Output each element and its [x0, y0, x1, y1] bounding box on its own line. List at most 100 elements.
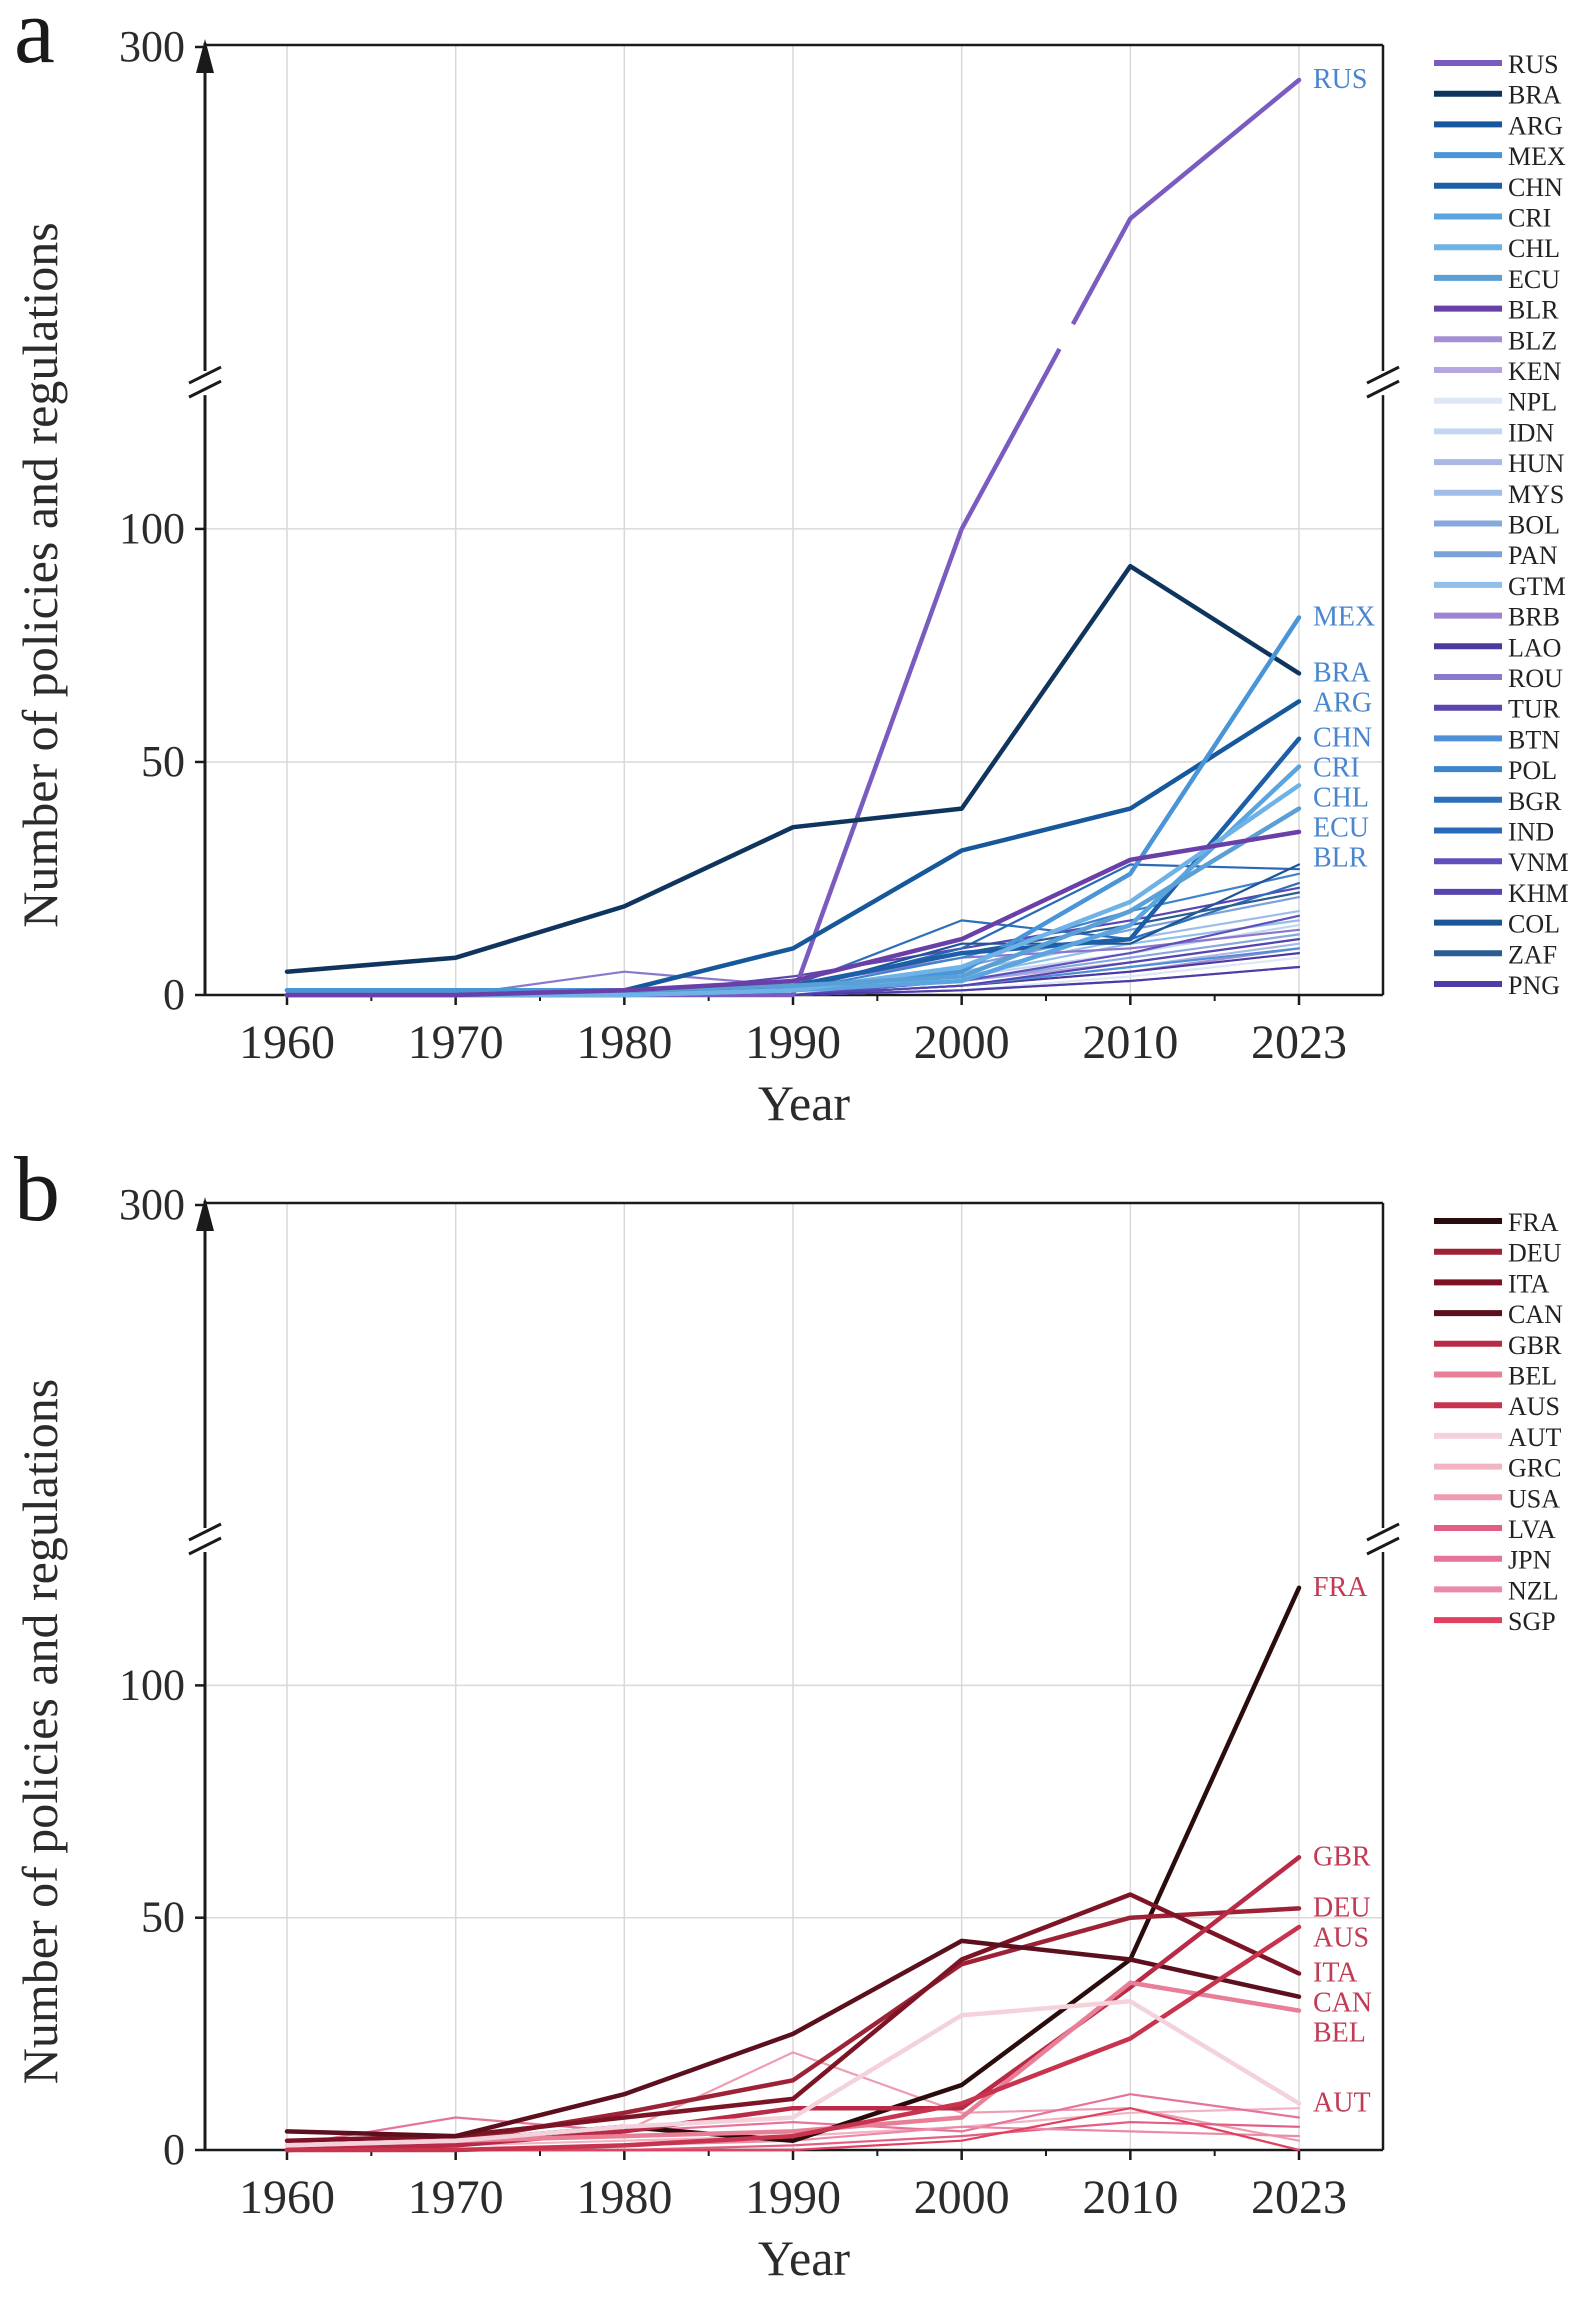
legend-label: BTN: [1508, 725, 1560, 754]
axis-break-mark: [1366, 379, 1400, 399]
axis-break-mark: [1366, 365, 1400, 385]
x-tick-label: 1990: [745, 1016, 841, 1069]
legend-label: ROU: [1508, 664, 1563, 693]
axis-break-mark: [188, 365, 222, 385]
series-line-gap: [1055, 321, 1077, 352]
x-tick-label: 1990: [745, 2171, 841, 2224]
legend-label: CRI: [1508, 204, 1551, 233]
legend-label: DEU: [1508, 1239, 1562, 1268]
legend-label: RUS: [1508, 50, 1559, 79]
legend-label: IDN: [1508, 418, 1554, 447]
legend-label: VNM: [1508, 848, 1569, 877]
series-end-label: CHL: [1313, 783, 1369, 814]
series-lines: [284, 1585, 1302, 2153]
y-tick-label: 100: [119, 504, 185, 553]
legend-label: ECU: [1508, 265, 1560, 294]
legend-label: TUR: [1508, 695, 1561, 724]
series-end-label: BRA: [1313, 657, 1371, 688]
legend-label: NZL: [1508, 1576, 1559, 1605]
axis-break-mark: [188, 1536, 222, 1556]
y-tick-label: 50: [141, 737, 185, 786]
legend-label: BOL: [1508, 511, 1560, 540]
legend-label: POL: [1508, 756, 1557, 785]
legend-label: MYS: [1508, 480, 1564, 509]
series-line-aus: [284, 1924, 1302, 2153]
series-end-label: AUT: [1313, 2088, 1371, 2119]
x-tick-label: 2000: [914, 2171, 1010, 2224]
legend-label: BLZ: [1508, 326, 1557, 355]
series-lines: [284, 77, 1302, 998]
x-tick-label: 2023: [1251, 2171, 1347, 2224]
grid-lines: [205, 45, 1383, 995]
legend-label: FRA: [1508, 1208, 1559, 1237]
legend-label: CAN: [1508, 1300, 1563, 1329]
x-tick-label: 1980: [576, 1016, 672, 1069]
legend-label: NPL: [1508, 388, 1557, 417]
legend-label: GBR: [1508, 1331, 1562, 1360]
legend-label: SGP: [1508, 1607, 1556, 1636]
legend-label: IND: [1508, 818, 1554, 847]
axis-break-mark: [188, 379, 222, 399]
legend-label: ARG: [1508, 111, 1563, 140]
x-tick-label: 2010: [1082, 2171, 1178, 2224]
series-line-bra: [284, 563, 1302, 974]
legend-label: GRC: [1508, 1454, 1561, 1483]
axis-break-right-icon: [1366, 365, 1400, 399]
x-tick-label: 1970: [408, 2171, 504, 2224]
series-end-label: BEL: [1313, 2017, 1366, 2048]
series-line-jpn: [285, 2093, 1301, 2147]
x-tick-label: 1960: [239, 2171, 335, 2224]
legend-label: BRB: [1508, 603, 1560, 632]
series-end-label: FRA: [1313, 1572, 1368, 1603]
series-end-label: CHN: [1313, 723, 1372, 754]
legend-label: CHL: [1508, 234, 1560, 263]
series-end-label: BLR: [1313, 843, 1368, 874]
series-end-label: AUS: [1313, 1922, 1369, 1953]
series-line-can: [284, 1938, 1302, 2139]
panel-label: b: [14, 1138, 60, 1240]
legend-label: LAO: [1508, 633, 1561, 662]
series-line-gbr: [284, 1855, 1302, 2153]
legend-label: GTM: [1508, 572, 1566, 601]
y-tick-label: 100: [119, 1660, 185, 1709]
x-axis-label: Year: [758, 2230, 850, 2286]
legend-label: ITA: [1508, 1269, 1549, 1298]
legend-label: COL: [1508, 910, 1560, 939]
grid-lines: [205, 1203, 1383, 2150]
series-end-label: RUS: [1313, 64, 1367, 95]
axis-break-mark: [188, 1522, 222, 1542]
x-tick-label: 2000: [914, 1016, 1010, 1069]
series-end-label: MEX: [1313, 601, 1375, 632]
x-tick-label: 2010: [1082, 1016, 1178, 1069]
y-tick-label: 50: [141, 1893, 185, 1942]
legend: FRADEUITACANGBRBELAUSAUTGRCUSALVAJPNNZLS…: [1434, 1208, 1563, 1636]
legend-label: USA: [1508, 1484, 1560, 1513]
series-end-label: ARG: [1313, 687, 1372, 718]
axis-break-mark: [1366, 1522, 1400, 1542]
legend-label: ZAF: [1508, 940, 1557, 969]
legend-label: HUN: [1508, 449, 1565, 478]
legend-label: MEX: [1508, 142, 1566, 171]
series-end-label: GBR: [1313, 1841, 1371, 1872]
series-end-label: ITA: [1313, 1957, 1358, 1988]
legend-label: LVA: [1508, 1515, 1556, 1544]
x-tick-label: 2023: [1251, 1016, 1347, 1069]
y-tick-label: 300: [119, 1180, 185, 1229]
legend-label: PNG: [1508, 971, 1560, 1000]
legend-label: BRA: [1508, 81, 1562, 110]
axis-break-right-icon: [1366, 1522, 1400, 1556]
legend-label: BLR: [1508, 296, 1559, 325]
y-tick-label: 300: [119, 22, 185, 71]
legend-label: AUT: [1508, 1423, 1562, 1452]
axis-break-left-icon: [188, 1522, 222, 1556]
x-tick-label: 1970: [408, 1016, 504, 1069]
series-end-label: CAN: [1313, 1987, 1372, 2018]
y-tick-label: 0: [163, 2125, 185, 2174]
series-end-label: ECU: [1313, 813, 1369, 844]
axis-break-mark: [1366, 1536, 1400, 1556]
series-line-aut: [284, 1999, 1302, 2148]
chart-panel-a: 0 50 100 300 1960 1970 1980 1990 2000 2010 2023 Yea…: [12, 0, 1569, 1131]
series-end-label: DEU: [1313, 1892, 1371, 1923]
y-axis-arrow-icon: [196, 1197, 214, 1231]
